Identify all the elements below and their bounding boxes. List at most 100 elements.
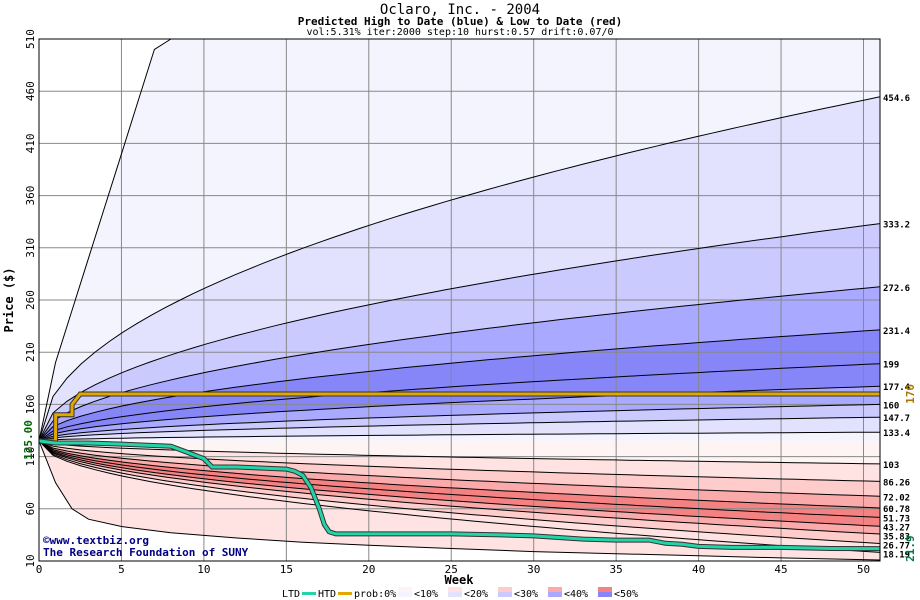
x-tick-label: 40 [692,563,705,576]
y-tick-label: 510 [24,29,37,49]
legend-ltd-label: LTD [282,589,300,600]
y-axis: 10 60 110 160 210 260 310 360 410 460 510 [24,29,37,568]
band-high-1 [39,96,880,441]
x-axis-label: Week [445,573,475,587]
x-tick-label: 25 [445,563,458,576]
band-low-tail [39,440,880,560]
percentile-curve [38,440,881,544]
legend-band-50: <50% [614,589,638,600]
x-axis: 0 5 10 15 20 25 30 35 40 45 50 [36,563,870,576]
percentile-curve [38,223,881,442]
x-tick-label: 30 [527,563,540,576]
curve-end-label: 454.6 [883,94,910,104]
curve-end-label: 199 [883,361,899,371]
curve-end-label: 26.77 [883,541,910,551]
curve-end-label: 18.19 [883,550,910,560]
legend-band-3 [548,587,562,597]
percentile-curve [38,440,881,553]
y-tick-label: 310 [24,238,37,258]
percentile-curve [38,286,881,442]
y-tick-label: 160 [24,394,37,414]
credit-org: The Research Foundation of SUNY [43,546,249,559]
y-tick-label: 60 [24,502,37,515]
curve-end-label: 35.83 [883,532,910,542]
chart-parameters: vol:5.31% iter:2000 step:10 hurst:0.57 d… [306,27,614,38]
legend-band-10: <10% [414,589,438,600]
curve-end-label: 133.4 [883,429,911,439]
y-tick-label: 210 [24,342,37,362]
curve-end-label: 51.73 [883,514,910,524]
x-tick-label: 5 [118,563,125,576]
chart-subtitle: Predicted High to Date (blue) & Low to D… [297,15,623,28]
curve-end-label: 272.6 [883,284,910,294]
band-low-8 [39,440,880,553]
band-high-7 [39,404,880,441]
percentile-curve [38,440,881,482]
legend-band-4 [598,587,612,597]
curve-end-label: 43.27 [883,523,910,533]
percentile-curves [38,38,881,561]
percentile-curve [38,440,881,509]
legend-prob-label: prob:0% [354,589,396,600]
percentile-curve [38,96,881,442]
y-tick-label: 360 [24,186,37,206]
band-high-8 [39,417,880,441]
percentile-curve [38,440,881,535]
x-tick-label: 45 [774,563,787,576]
band-high-3 [39,286,880,441]
series-line-ltd [38,439,881,551]
plot-frame [38,38,881,562]
y-axis-label: Price ($) [2,267,16,332]
y-tick-label: 410 [24,133,37,153]
start-price-label: 125.00 [22,420,35,460]
band-low-7 [39,440,880,544]
legend-band-1 [448,587,462,597]
chart-title: Oclaro, Inc. - 2004 [379,2,541,18]
legend-band-30: <30% [514,589,538,600]
y-tick-label: 110 [24,447,37,467]
band-center-low [39,440,880,464]
y-tick-label: 460 [24,81,37,101]
curve-end-label: 231.4 [883,327,911,337]
percentile-curve [38,440,881,518]
legend-band-0 [398,587,412,597]
y-tick-label: 10 [24,554,37,567]
legend-ltd-swatch [302,592,316,595]
band-high-4 [39,329,880,441]
legend-band-40: <40% [564,589,588,600]
curve-end-label: 86.26 [883,478,910,488]
x-tick-label: 20 [362,563,375,576]
x-tick-label: 35 [610,563,623,576]
curve-end-label: 333.2 [883,221,910,231]
x-tick-label: 50 [857,563,870,576]
extreme-high-curve [38,38,172,442]
x-tick-label: 0 [36,563,43,576]
percentile-curve [38,431,880,442]
series-end-label-htd: 170 [904,384,917,404]
band-high-0 [39,39,880,441]
credit-website: ©www.textbiz.org [43,534,149,547]
curve-end-label: 160 [883,401,899,411]
percentile-curve [38,363,881,442]
series-end-label-ltd: 21.9 [904,535,917,562]
band-center-high [39,432,880,441]
extreme-low-curve [38,440,881,561]
series-lines [38,391,881,552]
percentile-curve [38,440,881,497]
legend-band-2 [498,587,512,597]
legend: LTD HTD prob:0% <10% <20% <30% <40% <50% [282,587,638,600]
curve-end-label: 147.7 [883,414,910,424]
band-low-6 [39,440,880,534]
x-tick-label: 10 [197,563,210,576]
band-high-6 [39,386,880,441]
band-high-2 [39,223,880,441]
legend-htd-swatch [338,592,352,595]
legend-htd-label: HTD [318,589,336,600]
curve-end-label: 103 [883,461,899,471]
curve-end-label: 177.4 [883,383,911,393]
y-tick-label: 260 [24,290,37,310]
band-low-3 [39,440,880,508]
band-low-1 [39,440,880,482]
band-low-5 [39,440,880,527]
